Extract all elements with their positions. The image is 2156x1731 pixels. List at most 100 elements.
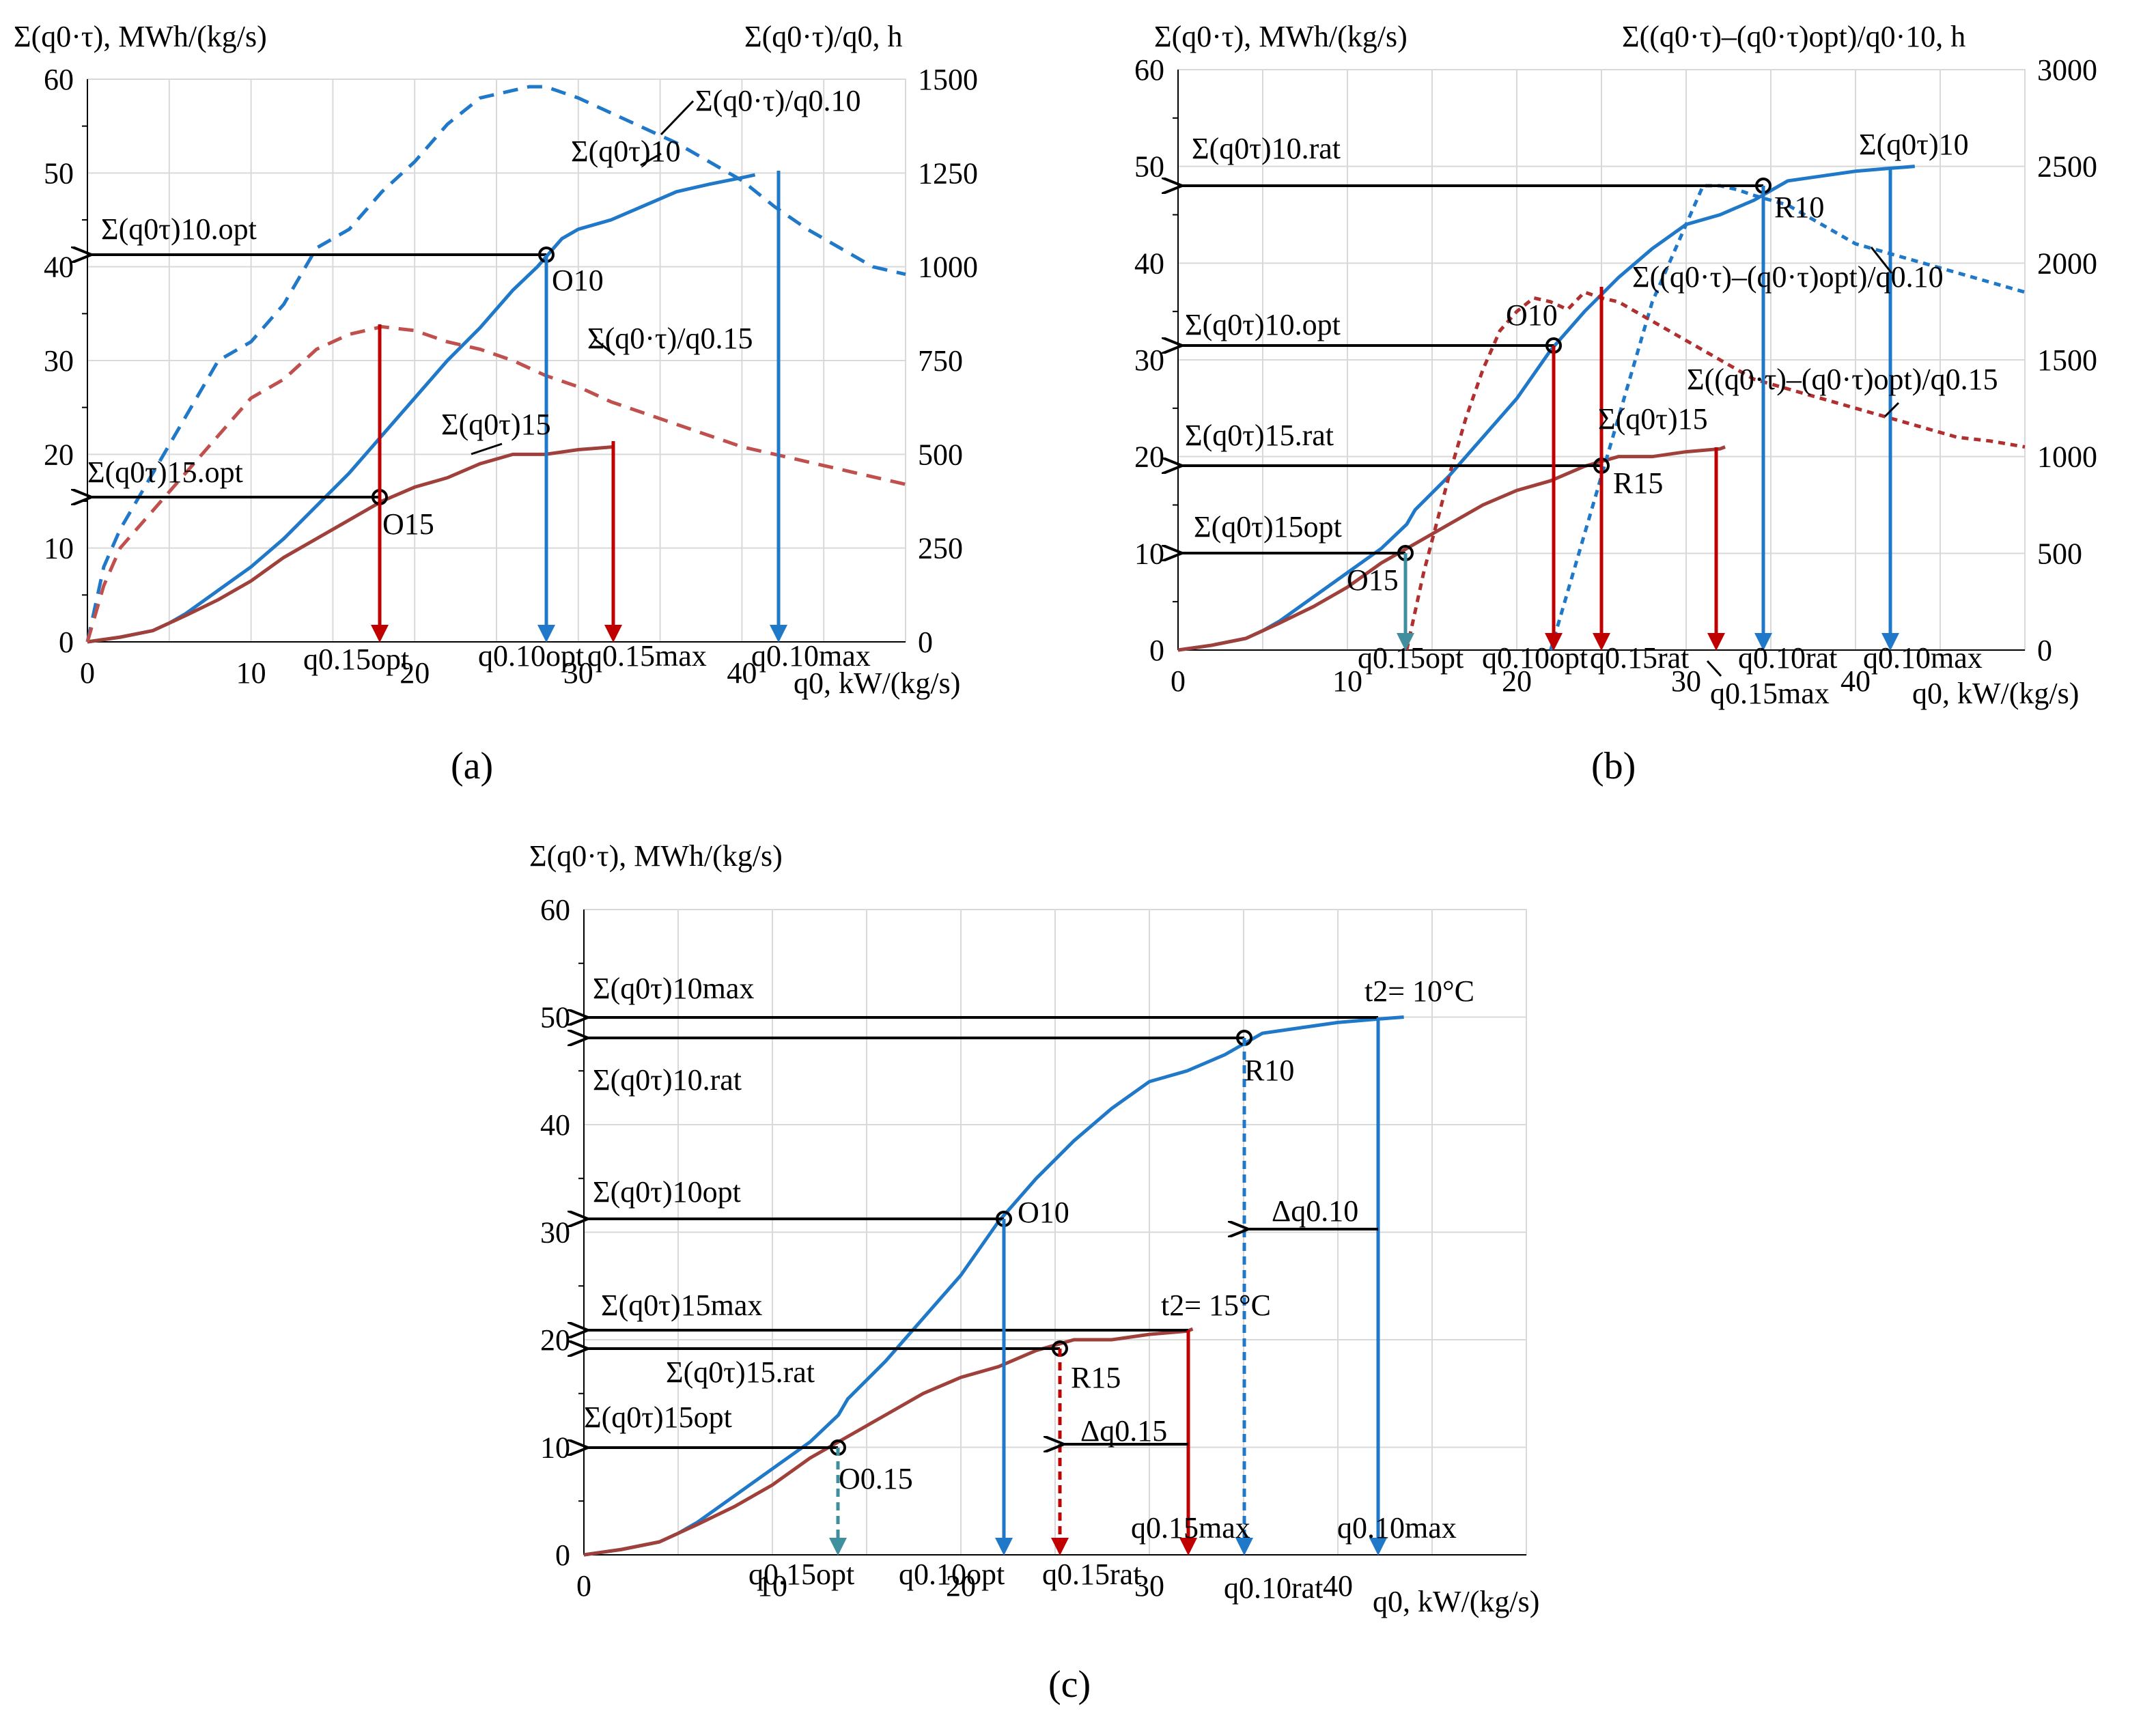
series-line <box>85 325 906 643</box>
x-tick-label: 10 <box>1332 664 1362 698</box>
x-tick-label: 10 <box>757 1569 787 1603</box>
panel-a-sum10: Σ(q0τ)10 <box>571 135 681 168</box>
x-tick-label: 40 <box>1840 664 1871 698</box>
x-tick-label: 0 <box>80 656 95 690</box>
panel-b-ylabel-left: Σ(q0·τ), MWh/(kg/s) <box>1154 20 1408 53</box>
panel-c-q010opt: q0.10opt <box>899 1558 1005 1591</box>
panel-a-ratio15: Σ(q0·τ)/q0.15 <box>587 322 753 355</box>
y-tick-label-right: 2000 <box>2037 247 2097 280</box>
y-tick-label-left: 30 <box>1134 343 1164 377</box>
leader-line <box>1870 247 1893 274</box>
y-tick-label-right: 1000 <box>918 251 978 284</box>
series-line <box>87 445 615 644</box>
panel-a-q015opt: q0.15opt <box>303 643 409 676</box>
y-tick-label-right: 3000 <box>2037 53 2097 87</box>
panel-a-ratio10: Σ(q0·τ)/q0.10 <box>695 84 860 117</box>
x-tick-label: 20 <box>400 656 430 690</box>
panel-c-O10: O10 <box>1018 1196 1069 1229</box>
y-tick-label-right: 1000 <box>2037 440 2097 474</box>
panel-b-sum10: Σ(q0τ)10 <box>1859 128 1969 161</box>
series-line <box>583 1015 1404 1557</box>
y-tick-label-right: 750 <box>918 344 963 378</box>
panel-a-xlabel: q0, kW/(kg/s) <box>794 666 960 700</box>
leader-line <box>1884 402 1900 418</box>
x-tick-label: 40 <box>727 656 757 690</box>
panel-a-label: (a) <box>451 745 493 787</box>
panel-c-q015opt: q0.15opt <box>748 1558 854 1591</box>
y-tick-label-left: 40 <box>1134 247 1164 280</box>
panel-a-opt10-label: Σ(q0τ)10.opt <box>101 212 257 246</box>
y-tick-label-right: 0 <box>918 625 933 659</box>
panel-b-sum15: Σ(q0τ)15 <box>1598 402 1708 436</box>
y-tick-label-left: 20 <box>44 438 74 471</box>
y-tick-label-left: 10 <box>1134 537 1164 570</box>
series-line <box>1177 165 1915 652</box>
leader-line <box>471 442 503 455</box>
x-tick-label: 30 <box>563 656 593 690</box>
panel-a-opt15-label: Σ(q0τ)15.opt <box>87 455 243 489</box>
y-tick-label-left: 60 <box>540 893 570 927</box>
series-line <box>1549 184 2026 651</box>
y-tick-label-left: 40 <box>540 1108 570 1142</box>
y-tick-label-left: 50 <box>44 156 74 190</box>
panel-c-xlabel: q0, kW/(kg/s) <box>1373 1585 1539 1618</box>
panel-c-rat10: Σ(q0τ)10.rat <box>593 1063 742 1097</box>
panel-a-q010opt: q0.10opt <box>478 639 584 673</box>
panel-b-diff15: Σ((q0·τ)–(q0·τ)opt)/q0.15 <box>1687 363 1998 396</box>
panel-b-R15: R15 <box>1613 466 1663 500</box>
panel-c-label: (c) <box>1048 1663 1091 1706</box>
y-tick-label-right: 500 <box>2037 537 2082 570</box>
panel-c-rat15: Σ(q0τ)15.rat <box>666 1355 815 1389</box>
panel-c-t15: t2= 15°C <box>1161 1289 1271 1322</box>
panel-c-q015rat: q0.15rat <box>1042 1558 1141 1591</box>
series-line <box>1177 445 1726 652</box>
series-line <box>85 85 906 643</box>
y-tick-label-right: 0 <box>2037 634 2052 667</box>
x-tick-label: 30 <box>1671 664 1701 698</box>
y-tick-label-left: 0 <box>1149 634 1164 667</box>
panel-b-rat10: Σ(q0τ)10.rat <box>1192 132 1341 165</box>
panel-c-q010rat: q0.10rat <box>1224 1571 1323 1605</box>
panel-a-q015max: q0.15max <box>587 639 707 673</box>
panel-c-opt10: Σ(q0τ)10opt <box>593 1175 741 1209</box>
panel-b-q010rat: q0.10rat <box>1738 641 1837 675</box>
panel-b-O15: O15 <box>1347 563 1399 597</box>
panel-c-q010max: q0.10max <box>1337 1511 1457 1545</box>
panel-b-O10: O10 <box>1506 298 1558 332</box>
panel-a-grid <box>82 79 906 643</box>
panel-b-q015rat: q0.15rat <box>1590 641 1689 675</box>
y-tick-label-right: 2500 <box>2037 150 2097 184</box>
panel-a-ylabel-left: Σ(q0·τ), MWh/(kg/s) <box>14 20 267 53</box>
leader-line <box>1706 660 1722 677</box>
panel-b: 0 10 20 30 40 0 10 20 30 40 50 60 0 500 1000 1500 2000 25… <box>1134 20 2097 787</box>
panel-c-R10: R10 <box>1244 1054 1294 1087</box>
panel-c-t10: t2= 10°C <box>1364 974 1474 1008</box>
panel-b-opt10: Σ(q0τ)10.opt <box>1185 308 1341 341</box>
y-tick-label-right: 1500 <box>918 63 978 96</box>
y-tick-label-left: 50 <box>540 1001 570 1035</box>
panel-c-O015: O0.15 <box>839 1462 913 1495</box>
x-tick-label: 0 <box>1171 664 1186 698</box>
panel-a-O15: O15 <box>382 507 434 541</box>
panel-b-opt15: Σ(q0τ)15opt <box>1194 510 1342 544</box>
panel-b-q010max: q0.10max <box>1863 641 1983 675</box>
panel-c-dq15: Δq0.15 <box>1080 1414 1167 1448</box>
y-tick-label-right: 500 <box>918 438 963 471</box>
y-tick-label-left: 0 <box>59 625 74 659</box>
panel-b-grid <box>1173 69 2025 651</box>
y-tick-label-left: 60 <box>1134 53 1164 87</box>
panel-a-series <box>85 85 906 644</box>
y-tick-label-left: 30 <box>540 1216 570 1250</box>
leader-line <box>640 152 662 167</box>
y-tick-label-left: 20 <box>540 1323 570 1357</box>
panel-c-max15: Σ(q0τ)15max <box>601 1289 762 1322</box>
y-tick-label-right: 1500 <box>2037 343 2097 377</box>
panel-c-R15: R15 <box>1071 1361 1121 1394</box>
panel-b-diff10: Σ((q0·τ)–(q0·τ)opt)/q0.10 <box>1632 260 1944 294</box>
y-tick-label-left: 30 <box>44 344 74 378</box>
panel-c-q015max: q0.15max <box>1131 1511 1250 1545</box>
y-tick-label-left: 0 <box>555 1538 570 1572</box>
x-tick-label: 20 <box>946 1569 976 1603</box>
x-tick-label: 30 <box>1134 1569 1164 1603</box>
